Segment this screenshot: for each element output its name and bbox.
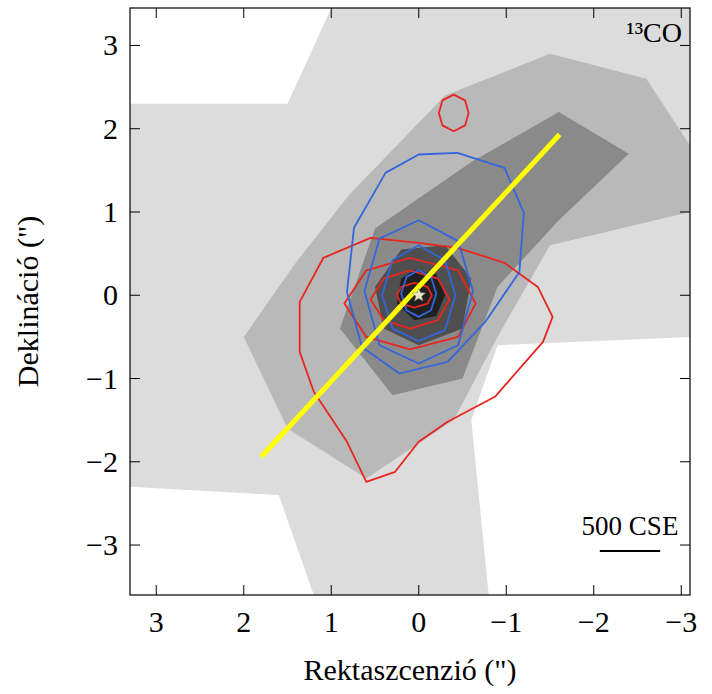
emission-level — [130, 8, 690, 595]
x-tick — [243, 8, 244, 18]
y-tick-label: −2 — [86, 445, 118, 478]
y-tick-label: 3 — [103, 28, 118, 61]
contour — [401, 270, 436, 317]
x-axis-title: Rektaszcenzió (") — [304, 653, 517, 687]
scale-bar — [600, 550, 660, 552]
y-tick — [130, 211, 140, 212]
y-tick — [130, 45, 140, 46]
y-tick — [130, 545, 140, 546]
scale-bar-label: 500 CSE — [582, 511, 679, 541]
outflow-axis — [261, 135, 559, 457]
contour — [439, 95, 469, 132]
x-tick — [418, 585, 419, 595]
y-tick — [130, 128, 140, 129]
x-tick-label: −1 — [490, 605, 522, 638]
y-tick-label: −3 — [86, 528, 118, 561]
x-tick — [506, 8, 507, 18]
x-tick-label: 2 — [236, 605, 251, 638]
title: ¹³CO — [626, 17, 682, 48]
y-tick — [130, 295, 140, 296]
x-tick — [156, 585, 157, 595]
x-tick — [156, 8, 157, 18]
x-tick — [506, 585, 507, 595]
plot-area — [130, 8, 690, 595]
x-tick-label: −2 — [578, 605, 610, 638]
x-tick-label: −3 — [665, 605, 697, 638]
y-tick — [680, 211, 690, 212]
contour — [347, 153, 524, 374]
background — [130, 8, 690, 595]
y-axis-title: Deklináció (") — [11, 216, 45, 387]
figure: 3 2 1 0 −1 −2 −3 −3 −2 −1 0 1 2 3 Rektaszcenzió (") Dek… — [0, 0, 712, 694]
y-tick-label: 2 — [103, 112, 118, 145]
y-tick — [680, 378, 690, 379]
y-tick-label: −1 — [86, 362, 118, 395]
x-tick — [681, 585, 682, 595]
source-star — [412, 288, 425, 301]
x-tick — [243, 585, 244, 595]
x-tick-label: 0 — [411, 605, 426, 638]
x-tick-label: 1 — [324, 605, 339, 638]
y-tick — [130, 461, 140, 462]
emission-level — [340, 112, 629, 395]
x-tick-label: 3 — [149, 605, 164, 638]
y-tick — [680, 545, 690, 546]
x-tick — [331, 585, 332, 595]
y-tick — [680, 461, 690, 462]
emission-level — [244, 54, 690, 479]
emission-level — [375, 245, 471, 345]
contour — [365, 220, 474, 363]
y-tick-label: 1 — [103, 195, 118, 228]
x-tick — [331, 8, 332, 18]
y-tick — [130, 378, 140, 379]
y-tick — [680, 295, 690, 296]
contour — [344, 258, 475, 350]
y-tick — [680, 128, 690, 129]
x-tick — [418, 8, 419, 18]
x-tick — [593, 585, 594, 595]
frame — [130, 8, 690, 595]
y-tick-label: 0 — [103, 278, 118, 311]
x-tick — [593, 8, 594, 18]
